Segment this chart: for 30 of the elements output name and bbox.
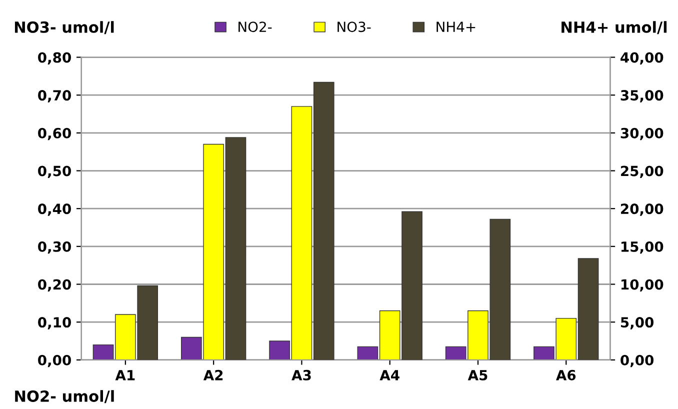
y-tick-label: 0,10 bbox=[38, 317, 71, 330]
y-tick-label: 0,30 bbox=[38, 241, 71, 254]
y2-tick-label: 5,00 bbox=[620, 317, 654, 330]
legend-label: NH4+ bbox=[436, 22, 476, 32]
y2-tick-label: 20,00 bbox=[621, 204, 664, 216]
y-axis-title: NO3- umol/l bbox=[14, 21, 114, 34]
y2-tick-label: 15,00 bbox=[621, 241, 664, 254]
x-tick-label: A3 bbox=[292, 370, 311, 380]
x-tick-label: A6 bbox=[556, 370, 576, 380]
y2-tick-label: 25,00 bbox=[621, 166, 664, 178]
y-tick-label: 0,00 bbox=[38, 354, 71, 368]
text: NO2- umol/l bbox=[15, 390, 114, 404]
y2-tick-label: 10,00 bbox=[621, 279, 664, 292]
x-tick-label: A1 bbox=[115, 370, 135, 380]
y-tick-label: 0,20 bbox=[38, 279, 71, 292]
legend-label: NO3- bbox=[338, 22, 371, 32]
legend-label: NO2- bbox=[238, 22, 272, 32]
x-tick-label: A2 bbox=[203, 370, 223, 380]
y-tick-label: 0,80 bbox=[38, 52, 71, 65]
y2-tick-label: 30,00 bbox=[620, 128, 664, 140]
y2-tick-label: 40,00 bbox=[620, 52, 664, 65]
y2-axis-title: NH4+ umol/l bbox=[562, 21, 667, 34]
y-tick-label: 0,60 bbox=[38, 128, 71, 140]
y-tick-label: 0,70 bbox=[38, 90, 71, 102]
y-tick-label: 0,40 bbox=[38, 204, 71, 216]
y2-tick-label: 35,00 bbox=[620, 90, 664, 102]
y-tick-label: 0,50 bbox=[38, 166, 71, 178]
x-tick-label: A5 bbox=[468, 370, 488, 380]
x-tick-label: A4 bbox=[380, 370, 400, 380]
y2-tick-label: 0,00 bbox=[620, 354, 654, 368]
